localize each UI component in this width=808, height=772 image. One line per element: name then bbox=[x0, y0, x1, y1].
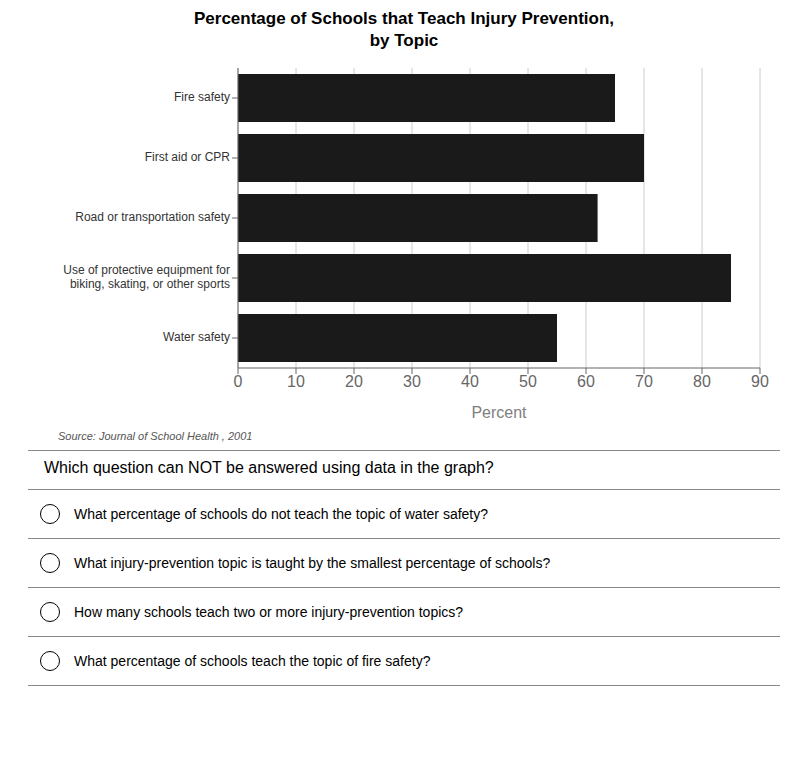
svg-text:Use of protective equipment fo: Use of protective equipment forbiking, s… bbox=[63, 263, 230, 291]
svg-text:90: 90 bbox=[751, 373, 769, 390]
svg-text:Water safety: Water safety bbox=[163, 330, 230, 344]
svg-text:80: 80 bbox=[693, 373, 711, 390]
html-text:What injury-prevention topic i: What injury-prevention topic is taught b… bbox=[74, 555, 551, 571]
html-text:What percentage of schools do: What percentage of schools do not teach … bbox=[74, 506, 488, 522]
html-text:Percentage of Schools that Tea: Percentage of Schools that Teach Injury … bbox=[194, 9, 614, 28]
svg-text:20: 20 bbox=[345, 373, 363, 390]
svg-text:50: 50 bbox=[519, 373, 537, 390]
svg-text:70: 70 bbox=[635, 373, 653, 390]
svg-text:Percent: Percent bbox=[471, 404, 527, 421]
html-text:Source: Journal of School Heal: Source: Journal of School Health , 2001 bbox=[58, 430, 253, 442]
svg-text:40: 40 bbox=[461, 373, 479, 390]
svg-text:First aid or CPR: First aid or CPR bbox=[145, 150, 231, 164]
html-text:What percentage of schools tea: What percentage of schools teach the top… bbox=[74, 653, 431, 669]
svg-text:10: 10 bbox=[287, 373, 305, 390]
html-text:Which question can NOT be answ: Which question can NOT be answered using… bbox=[44, 459, 494, 476]
svg-text:Fire safety: Fire safety bbox=[174, 90, 230, 104]
svg-text:Road or transportation safety: Road or transportation safety bbox=[75, 210, 230, 224]
svg-text:0: 0 bbox=[234, 373, 243, 390]
svg-text:30: 30 bbox=[403, 373, 421, 390]
svg-text:60: 60 bbox=[577, 373, 595, 390]
html-text:by Topic: by Topic bbox=[369, 31, 439, 50]
html-text:How many schools teach two or: How many schools teach two or more injur… bbox=[74, 604, 464, 620]
